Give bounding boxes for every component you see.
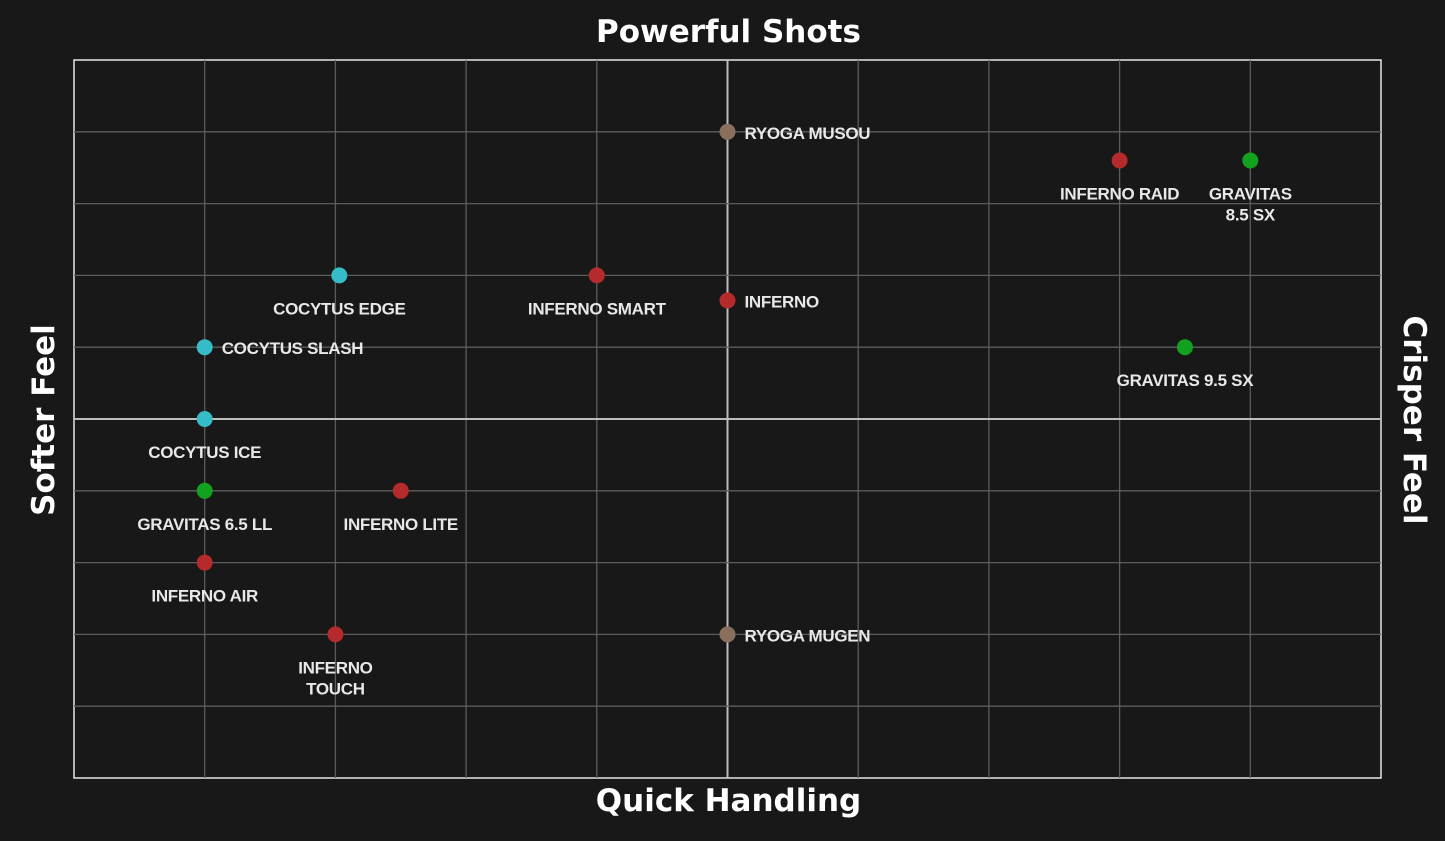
data-point	[196, 482, 213, 499]
data-point	[196, 339, 213, 356]
data-point-label: COCYTUS SLASH	[222, 339, 364, 358]
data-point-label-line: COCYTUS ICE	[148, 443, 261, 462]
data-point-label-line: INFERNO LITE	[344, 515, 458, 534]
data-point	[719, 626, 736, 643]
data-point-label: COCYTUS ICE	[148, 443, 261, 462]
data-point-label: INFERNO SMART	[528, 299, 667, 318]
data-point	[1242, 152, 1259, 169]
data-point	[719, 292, 736, 309]
data-point-label-line: INFERNO	[745, 293, 819, 312]
data-point-label: INFERNO TOUCH	[298, 658, 372, 698]
data-point-label: COCYTUS EDGE	[273, 299, 405, 318]
data-point-label: INFERNO AIR	[151, 587, 258, 606]
data-point	[588, 267, 605, 284]
top-axis-title: Powerful Shots	[596, 14, 861, 50]
data-point	[719, 123, 736, 140]
data-point-label-line: INFERNO SMART	[528, 299, 667, 318]
data-point-label-line: COCYTUS EDGE	[273, 299, 405, 318]
data-point	[1176, 339, 1193, 356]
data-point-label: RYOGA MUSOU	[745, 124, 871, 143]
data-point-label-line: RYOGA MUSOU	[745, 124, 871, 143]
data-point-label: GRAVITAS 8.5 SX	[1209, 185, 1292, 225]
data-point	[196, 411, 213, 427]
data-point	[392, 482, 409, 499]
data-point	[196, 554, 213, 571]
data-point	[327, 626, 344, 643]
data-point-label-line: GRAVITAS 9.5 SX	[1117, 371, 1255, 390]
data-point-label: GRAVITAS 9.5 SX	[1117, 371, 1255, 390]
data-point-label-line: INFERNO	[298, 658, 372, 677]
data-point-label: GRAVITAS 6.5 LL	[137, 515, 272, 534]
data-point-label: INFERNO LITE	[344, 515, 458, 534]
data-point-label: INFERNO	[745, 293, 819, 312]
data-point-label-line: TOUCH	[306, 679, 365, 698]
data-point	[331, 267, 348, 284]
data-point-label-line: RYOGA MUGEN	[745, 626, 871, 645]
data-point-label-line: GRAVITAS	[1209, 185, 1292, 204]
data-point-label-line: INFERNO RAID	[1060, 185, 1179, 204]
data-point-label-line: GRAVITAS 6.5 LL	[137, 515, 272, 534]
x-axis-title: Quick Handling	[595, 783, 862, 819]
data-point-label-line: INFERNO AIR	[151, 587, 258, 606]
data-point-label: RYOGA MUGEN	[745, 626, 871, 645]
data-point-label: INFERNO RAID	[1060, 185, 1179, 204]
data-point	[1111, 152, 1128, 169]
data-point-label-line: COCYTUS SLASH	[222, 339, 364, 358]
data-point-label-line: 8.5 SX	[1226, 206, 1276, 225]
